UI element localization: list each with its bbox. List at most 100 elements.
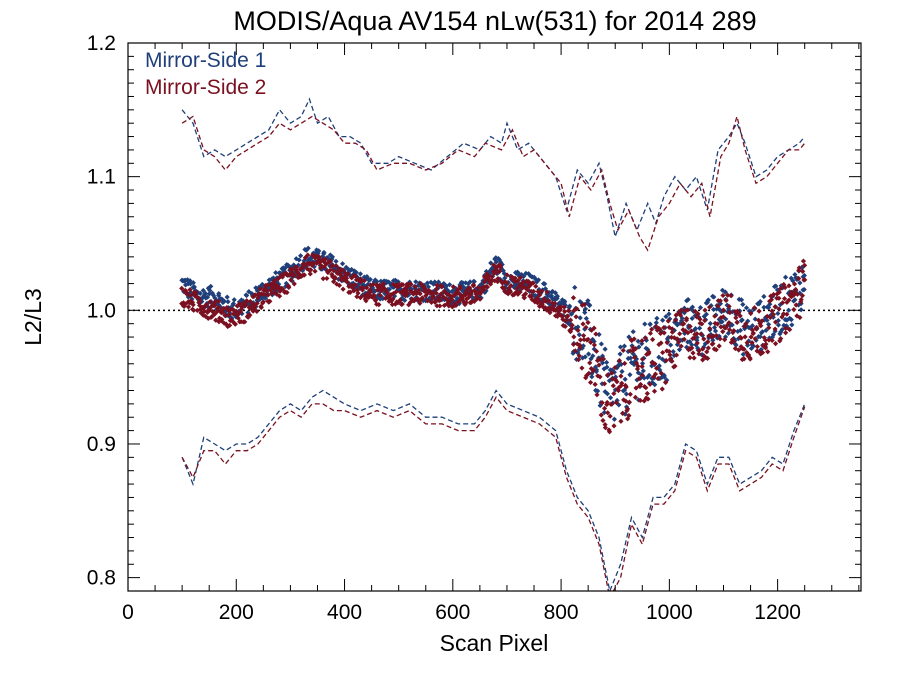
data-point <box>356 277 362 283</box>
data-point <box>486 273 492 279</box>
data-point <box>627 372 633 378</box>
data-point <box>182 287 189 294</box>
data-point <box>623 384 629 390</box>
data-point <box>517 275 524 281</box>
data-point <box>665 318 671 324</box>
data-point <box>562 308 568 315</box>
data-point <box>593 367 600 373</box>
y-tick-label: 0.9 <box>87 433 116 456</box>
data-point <box>605 410 611 416</box>
data-point <box>304 266 310 272</box>
data-point <box>799 265 805 271</box>
data-point <box>270 280 276 286</box>
data-point <box>643 337 650 343</box>
data-point <box>521 295 527 301</box>
data-point <box>212 302 218 309</box>
data-point <box>600 356 607 362</box>
data-point <box>336 282 343 288</box>
data-point <box>464 296 470 302</box>
data-point <box>396 283 402 289</box>
data-point <box>562 302 568 308</box>
data-point <box>597 402 603 409</box>
data-point <box>552 300 558 307</box>
data-point <box>333 258 339 264</box>
data-point <box>800 268 806 274</box>
data-point <box>316 254 322 260</box>
data-point <box>220 309 226 316</box>
data-point <box>646 372 652 378</box>
data-point <box>509 274 515 281</box>
data-point <box>505 291 511 297</box>
data-point <box>297 266 303 273</box>
data-point <box>404 283 411 290</box>
data-point <box>208 283 214 289</box>
data-point <box>720 314 726 320</box>
data-point <box>320 276 326 282</box>
data-point <box>635 363 641 369</box>
data-point <box>437 303 443 309</box>
data-point <box>551 303 557 309</box>
data-point <box>789 322 795 328</box>
data-point <box>617 351 623 357</box>
data-point <box>663 357 669 364</box>
data-point <box>222 313 229 319</box>
data-point <box>687 339 693 345</box>
data-point <box>449 296 455 303</box>
legend: Mirror-Side 1 Mirror-Side 2 <box>145 49 266 99</box>
data-point <box>179 285 185 291</box>
data-point <box>714 306 720 312</box>
data-point <box>681 321 687 327</box>
data-point <box>219 316 225 323</box>
data-point <box>661 330 667 336</box>
data-point <box>581 336 587 343</box>
data-point <box>276 281 282 287</box>
data-point <box>749 327 756 333</box>
data-point <box>308 267 314 273</box>
data-point <box>658 340 664 346</box>
data-point <box>611 369 617 375</box>
y-tick-label: 0.8 <box>87 567 116 590</box>
data-point <box>705 339 711 345</box>
data-point <box>546 298 552 304</box>
data-point <box>423 293 429 299</box>
data-point <box>733 315 739 321</box>
data-point <box>731 328 737 334</box>
data-point <box>254 300 260 306</box>
data-point <box>390 296 396 302</box>
data-point <box>576 346 582 352</box>
data-point <box>756 349 763 355</box>
data-point <box>767 314 773 321</box>
data-point <box>778 336 784 342</box>
data-point <box>618 382 624 389</box>
data-point <box>639 372 646 378</box>
data-point <box>633 356 640 362</box>
data-point <box>726 303 732 310</box>
data-point <box>649 379 655 386</box>
x-tick-label: 800 <box>544 601 579 624</box>
data-point <box>710 341 716 347</box>
data-point <box>640 368 646 374</box>
data-point <box>694 331 700 337</box>
data-point <box>498 259 504 265</box>
data-point <box>703 311 709 317</box>
data-point <box>782 274 789 280</box>
data-point <box>663 313 669 320</box>
data-point <box>767 301 773 307</box>
data-point <box>666 311 672 317</box>
data-point <box>688 328 694 334</box>
data-point <box>678 343 684 349</box>
data-point <box>476 287 482 293</box>
data-point <box>749 340 755 346</box>
data-point <box>272 286 279 292</box>
data-point <box>602 389 608 395</box>
data-point <box>681 305 688 311</box>
data-point <box>770 311 777 318</box>
data-point <box>343 264 349 270</box>
data-point <box>707 325 713 332</box>
data-point <box>614 379 620 385</box>
data-point <box>679 337 685 343</box>
data-point <box>512 275 518 281</box>
data-point <box>424 280 431 286</box>
data-point <box>365 281 371 288</box>
data-point <box>801 272 808 279</box>
